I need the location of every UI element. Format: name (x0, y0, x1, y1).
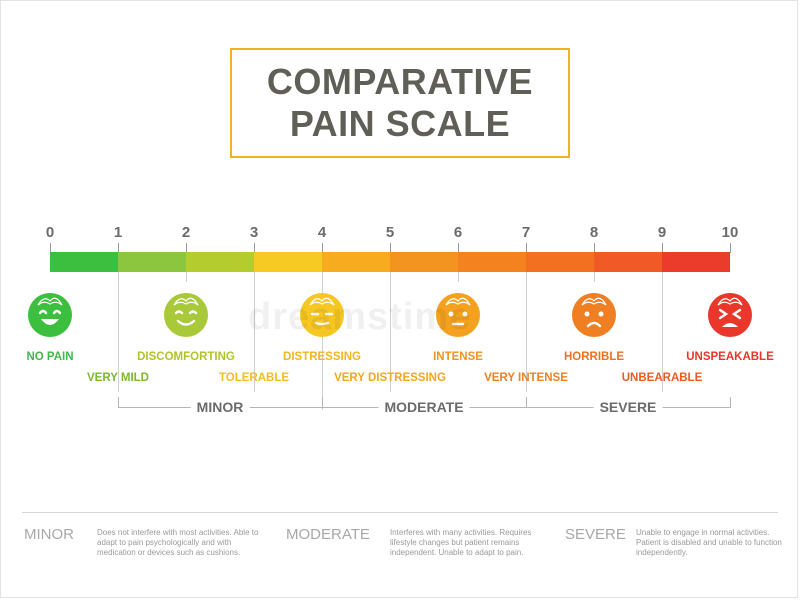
scale-tick-8 (594, 243, 595, 253)
legend-term-minor: MINOR (24, 526, 74, 543)
level-label-8: HORRIBLE (563, 351, 625, 363)
face-content-svg (164, 293, 208, 337)
face-crying-icon (706, 291, 754, 339)
scale-number-2: 2 (181, 224, 191, 241)
scale-segment-7 (526, 252, 594, 272)
guide-line-9 (662, 272, 663, 392)
scale-tick-7 (526, 243, 527, 253)
bracket-end-minor-start (118, 397, 119, 408)
scale-tick-3 (254, 243, 255, 253)
face-big-smile-svg (28, 293, 72, 337)
scale-number-3: 3 (249, 224, 259, 241)
scale-segment-4 (322, 252, 390, 272)
scale-number-9: 9 (657, 224, 667, 241)
scale-number-8: 8 (589, 224, 599, 241)
scale-tick-5 (390, 243, 391, 253)
face-sad-icon (570, 291, 618, 339)
guide-line-5 (390, 272, 391, 392)
scale-tick-4 (322, 243, 323, 253)
scale-number-0: 0 (45, 224, 55, 241)
legend-desc-moderate: Interferes with many activities. Require… (390, 528, 532, 557)
scale-tick-1 (118, 243, 119, 253)
face-flat-svg (436, 293, 480, 337)
scale-segment-3 (254, 252, 322, 272)
guide-line-1 (118, 272, 119, 392)
level-label-9: UNBEARABLE (621, 372, 703, 384)
scale-tick-9 (662, 243, 663, 253)
legend-term-severe: SEVERE (565, 526, 626, 543)
scale-segment-1 (118, 252, 186, 272)
scale-tick-10 (730, 243, 731, 253)
watermark: dreamstime (248, 296, 472, 338)
guide-line-2 (186, 272, 187, 282)
legend-desc-minor: Does not interfere with most activities.… (97, 528, 259, 557)
category-label-severe: SEVERE (593, 399, 663, 415)
scale-segment-2 (186, 252, 254, 272)
guide-line-4 (322, 272, 323, 282)
scale-segment-5 (390, 252, 458, 272)
face-neutral-icon (298, 291, 346, 339)
scale-segment-9 (662, 252, 730, 272)
face-crying-svg (708, 293, 752, 337)
scale-number-10: 10 (721, 224, 739, 241)
face-neutral-svg (300, 293, 344, 337)
face-big-smile-icon (26, 291, 74, 339)
scale-segment-8 (594, 252, 662, 272)
level-label-0: NO PAIN (26, 351, 74, 363)
level-label-7: VERY INTENSE (484, 372, 568, 384)
category-label-moderate: MODERATE (378, 399, 470, 415)
legend-desc-severe: Unable to engage in normal activities. P… (636, 528, 782, 557)
scale-tick-2 (186, 243, 187, 253)
bracket-end-severe-end (730, 397, 731, 408)
guide-line-3 (254, 272, 255, 392)
guide-line-8 (594, 272, 595, 282)
guide-line-4-lower (322, 282, 323, 410)
face-flat-icon (434, 291, 482, 339)
title-box: COMPARATIVE PAIN SCALE (230, 48, 570, 158)
bracket-end-moderate-start (322, 397, 323, 408)
face-content-icon (162, 291, 210, 339)
title-line-2: PAIN SCALE (289, 103, 511, 144)
guide-line-6 (458, 272, 459, 282)
title-line-1: COMPARATIVE (266, 61, 534, 102)
legend-separator (22, 512, 778, 513)
level-label-5: VERY DISTRESSING (334, 372, 446, 384)
legend-term-moderate: MODERATE (286, 526, 370, 543)
level-label-10: UNSPEAKABLE (686, 351, 774, 363)
scale-segment-6 (458, 252, 526, 272)
scale-number-1: 1 (113, 224, 123, 241)
level-label-6: INTENSE (433, 351, 483, 363)
scale-number-7: 7 (521, 224, 531, 241)
level-label-2: DISCOMFORTING (137, 351, 235, 363)
level-label-4: DISTRESSING (283, 351, 361, 363)
level-label-3: TOLERABLE (218, 372, 290, 384)
bracket-end-severe-start (526, 397, 527, 408)
level-label-1: VERY MILD (87, 372, 149, 384)
scale-number-6: 6 (453, 224, 463, 241)
scale-number-5: 5 (385, 224, 395, 241)
category-label-minor: MINOR (190, 399, 250, 415)
scale-segment-0 (50, 252, 118, 272)
scale-tick-6 (458, 243, 459, 253)
scale-tick-0 (50, 243, 51, 253)
scale-number-4: 4 (317, 224, 327, 241)
guide-line-7 (526, 272, 527, 392)
face-sad-svg (572, 293, 616, 337)
